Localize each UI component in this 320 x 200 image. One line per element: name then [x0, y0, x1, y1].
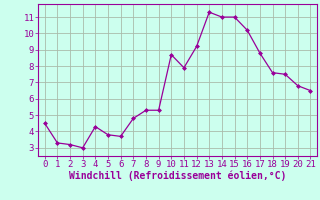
X-axis label: Windchill (Refroidissement éolien,°C): Windchill (Refroidissement éolien,°C) [69, 171, 286, 181]
